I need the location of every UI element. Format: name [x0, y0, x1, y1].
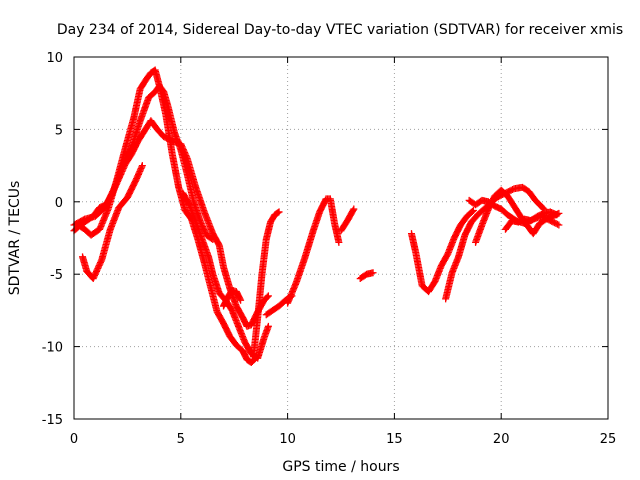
y-tick-label: 5: [55, 123, 63, 138]
x-tick-label: 15: [386, 432, 403, 447]
plot-frame: [73, 56, 609, 420]
x-tick-label: 10: [279, 432, 296, 447]
series-track-5: [179, 189, 272, 362]
x-tick-label: 20: [493, 432, 510, 447]
series-track-12: [407, 206, 477, 296]
series-track-9: [284, 195, 343, 307]
series-track-3: [74, 66, 260, 367]
x-tick-label: 0: [70, 432, 78, 447]
data-point: [275, 208, 283, 216]
data-point: [553, 220, 561, 228]
data-point: [264, 322, 272, 330]
data-point: [469, 206, 477, 214]
data-point: [263, 293, 271, 301]
y-tick-label: 10: [46, 51, 63, 66]
y-axis-label: SDTVAR / TECUs: [7, 181, 23, 296]
data-point: [539, 204, 547, 212]
chart-title: Day 234 of 2014, Sidereal Day-to-day VTE…: [57, 22, 623, 38]
series-track-6: [220, 286, 245, 310]
series-track-10: [337, 205, 358, 235]
data-point: [468, 207, 476, 215]
data-point: [350, 205, 358, 213]
x-tick-label: 5: [177, 432, 185, 447]
data-point: [209, 235, 217, 243]
data-point: [349, 206, 357, 214]
y-tick-labels: -15 -10 -5 0 5 10: [42, 51, 63, 428]
y-tick-label: -5: [50, 268, 63, 283]
data-points: [70, 66, 563, 367]
series-track-4: [79, 162, 146, 283]
series-track-15: [472, 186, 563, 246]
data-point: [208, 235, 216, 243]
x-tick-labels: 0 5 10 15 20 25: [70, 432, 616, 447]
x-tick-label: 25: [600, 432, 617, 447]
series-track-16: [501, 208, 561, 233]
series-track-8: [249, 208, 283, 361]
data-point: [264, 292, 272, 300]
y-tick-label: -10: [42, 341, 63, 356]
y-tick-label: -15: [42, 413, 63, 428]
series-track-11: [356, 269, 377, 283]
data-point: [555, 221, 563, 229]
data-point: [369, 269, 377, 277]
y-tick-label: 0: [55, 196, 63, 211]
data-point: [335, 238, 343, 246]
x-axis-label: GPS time / hours: [282, 459, 399, 475]
data-point: [237, 296, 245, 304]
data-point: [553, 211, 561, 219]
data-point: [138, 162, 146, 170]
data-point: [274, 209, 282, 217]
grid-lines: [74, 57, 608, 419]
